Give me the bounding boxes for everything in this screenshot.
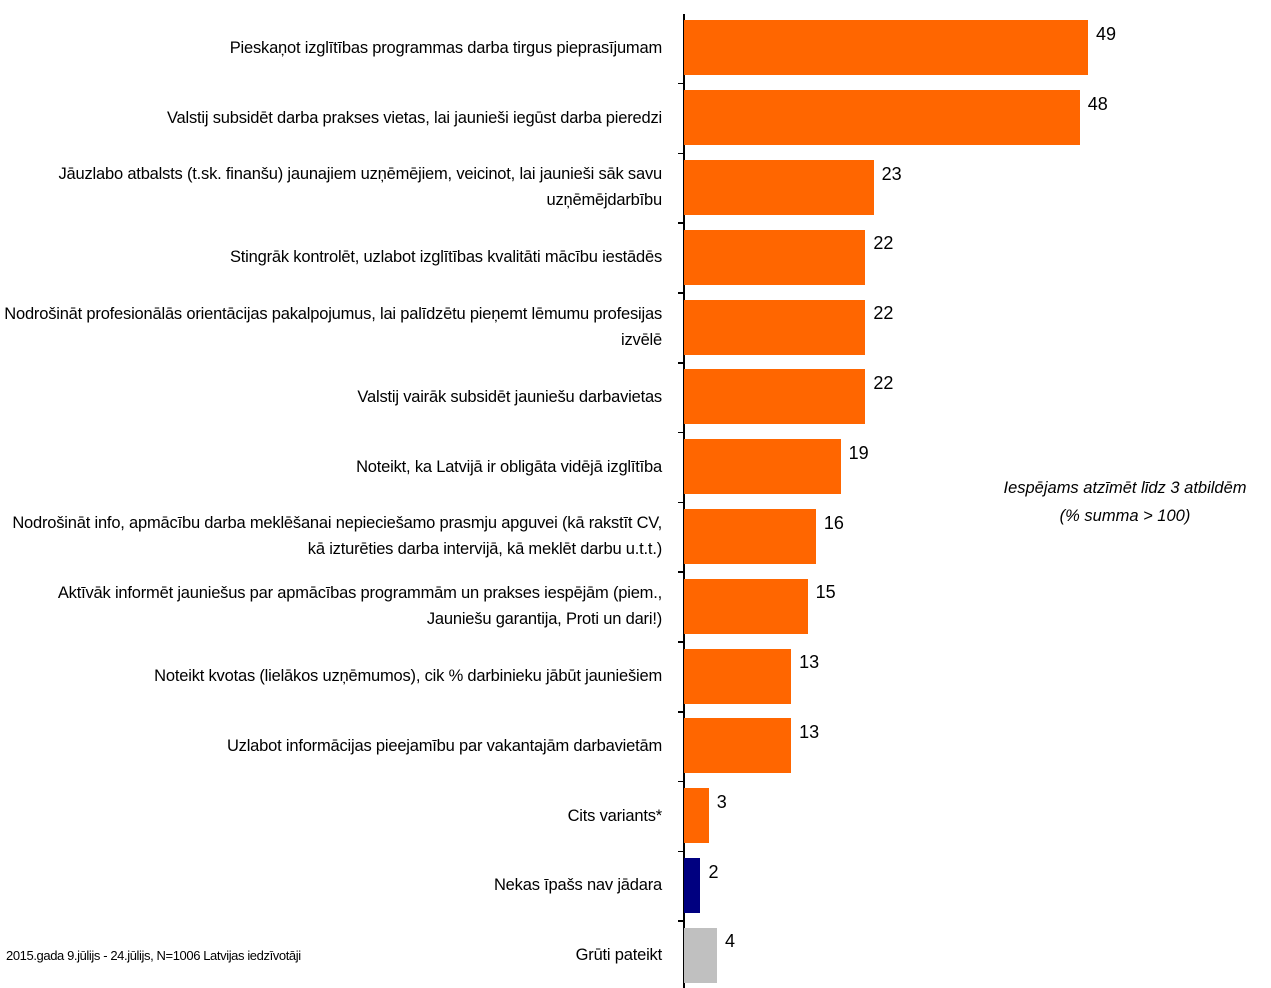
- category-label: Noteikt, ka Latvijā ir obligāta vidējā i…: [356, 457, 662, 476]
- category-label: Cits variants*: [567, 806, 663, 825]
- category-tick: [678, 362, 684, 364]
- value-label: 16: [823, 512, 844, 533]
- bar: [684, 509, 816, 564]
- category-label: Uzlabot informācijas pieejamību par vaka…: [226, 736, 662, 755]
- category-label: Nekas īpašs nav jādara: [493, 876, 662, 895]
- category-tick: [678, 152, 684, 155]
- bar: [684, 229, 866, 285]
- axis-line: [683, 14, 685, 988]
- value-label: 49: [1096, 23, 1117, 44]
- value-label: 4: [724, 931, 735, 952]
- category-tick: [678, 501, 684, 504]
- bar: [684, 90, 1080, 146]
- category-label: Jāuzlabo atbalsts (t.sk. finanšu) jaunaj…: [58, 165, 663, 210]
- bar: [684, 299, 866, 355]
- category-tick: [678, 292, 684, 294]
- value-label: 23: [881, 163, 902, 184]
- bar: [684, 927, 717, 983]
- category-tick: [678, 711, 684, 713]
- category-tick: [678, 920, 684, 922]
- note-line: Iespējams atzīmēt līdz 3 atbildēm: [1003, 479, 1247, 497]
- category-tick: [678, 780, 684, 783]
- bar: [684, 858, 701, 913]
- category-label: Stingrāk kontrolēt, uzlabot izglītības k…: [229, 248, 662, 267]
- category-label: Nodrošināt info, apmācību darba meklēšan…: [12, 514, 662, 559]
- note: Iespējams atzīmēt līdz 3 atbildēm (% sum…: [980, 474, 1270, 530]
- category-label: Noteikt kvotas (lielākos uzņēmumos), cik…: [154, 667, 662, 686]
- bar: [684, 578, 808, 634]
- bar: [684, 439, 841, 495]
- value-label: 22: [873, 372, 894, 393]
- category-tick: [678, 571, 684, 573]
- bar: [684, 160, 874, 215]
- value-label: 19: [848, 442, 869, 463]
- value-label: 22: [873, 303, 894, 324]
- category-tick: [678, 82, 684, 85]
- value-label: 2: [708, 861, 719, 882]
- category-tick: [678, 222, 684, 224]
- source: 2015.gada 9.jūlijs - 24.jūlijs, N=1006 L…: [6, 948, 301, 963]
- value-label: 3: [716, 791, 727, 812]
- category-label: Nodrošināt profesionālās orientācijas pa…: [4, 305, 662, 350]
- category-label: Valstij vairāk subsidēt jauniešu darbavi…: [357, 387, 662, 406]
- category-tick: [678, 850, 684, 853]
- category-label: Grūti pateikt: [575, 946, 663, 965]
- bar: [684, 788, 709, 844]
- category-label: Valstij subsidēt darba prakses vietas, l…: [166, 108, 662, 127]
- category-label: Pieskaņot izglītības programmas darba ti…: [229, 38, 662, 57]
- value-label: 22: [873, 233, 894, 254]
- category-tick: [678, 431, 684, 434]
- category-tick: [678, 641, 684, 643]
- bar: [684, 648, 792, 704]
- value-label: 13: [799, 721, 820, 742]
- bar: [684, 20, 1088, 76]
- value-label: 15: [815, 582, 836, 603]
- note-line: (% summa > 100): [1059, 507, 1191, 525]
- category-label: Aktīvāk informēt jauniešus par apmācības…: [57, 584, 662, 629]
- value-label: 13: [799, 652, 820, 673]
- bar: [684, 718, 792, 774]
- bar: [684, 369, 866, 425]
- value-label: 48: [1087, 93, 1108, 114]
